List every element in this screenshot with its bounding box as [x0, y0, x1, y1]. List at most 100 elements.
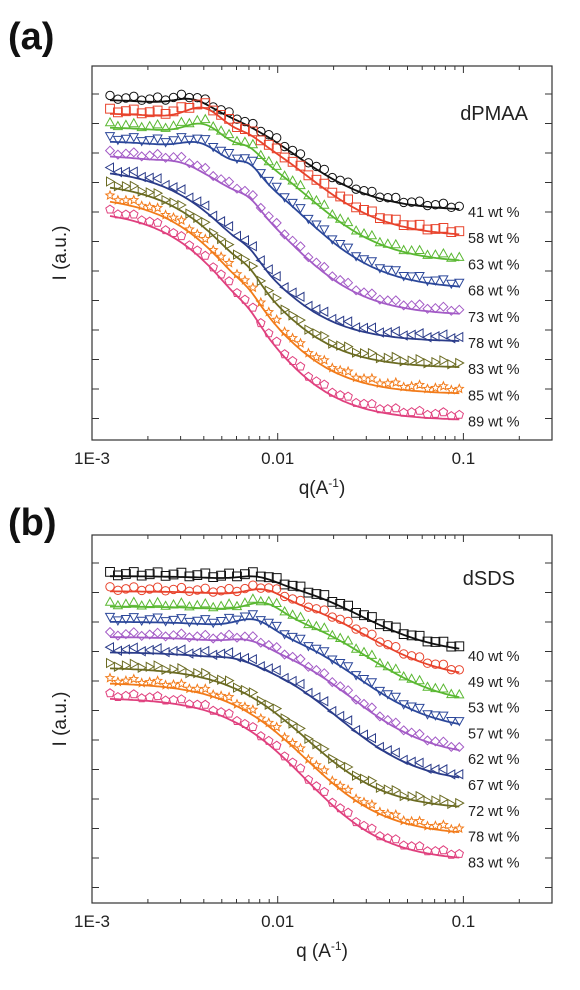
data-point [335, 390, 345, 400]
data-point [344, 761, 354, 773]
data-point [374, 294, 386, 305]
data-point [223, 149, 235, 159]
data-point [288, 310, 299, 321]
data-point [231, 183, 243, 194]
data-point [422, 200, 433, 211]
data-point [152, 118, 163, 129]
data-point [112, 599, 124, 610]
data-point [344, 341, 354, 352]
plot-frame [91, 65, 553, 441]
data-point [328, 753, 338, 765]
series-1 [105, 89, 464, 213]
data-point [223, 613, 235, 624]
data-point [255, 712, 267, 724]
data-point [303, 371, 314, 381]
data-point [121, 180, 132, 192]
data-point [454, 304, 465, 315]
data-point [447, 358, 457, 370]
data-point [104, 189, 116, 201]
data-point [295, 678, 305, 690]
data-point [191, 647, 202, 658]
data-point [264, 699, 275, 710]
data-point [334, 364, 346, 375]
data-point [311, 781, 322, 791]
data-point [223, 128, 235, 139]
data-point [255, 149, 267, 159]
data-point [152, 173, 162, 184]
data-point [398, 629, 409, 639]
data-point [191, 196, 202, 207]
series-9 [105, 204, 464, 421]
data-point [334, 632, 346, 642]
data-point [176, 567, 187, 578]
data-point [224, 114, 234, 124]
data-point [145, 187, 156, 198]
data-point [104, 145, 116, 156]
data-point [160, 95, 171, 105]
data-point [104, 132, 116, 142]
data-point [327, 655, 338, 665]
data-point [312, 738, 322, 750]
data-point [208, 705, 218, 715]
data-point [113, 180, 124, 192]
data-point [168, 630, 179, 641]
data-point [184, 600, 195, 611]
data-point [438, 301, 449, 312]
data-point [311, 174, 322, 185]
data-point [406, 300, 417, 311]
data-point [414, 630, 425, 641]
data-point [271, 740, 282, 750]
data-point [152, 217, 163, 227]
data-point [295, 241, 306, 252]
data-point [207, 143, 219, 153]
data-point [390, 663, 402, 673]
data-point [342, 316, 353, 327]
data-point [120, 615, 132, 625]
data-point [414, 299, 425, 310]
data-point [303, 618, 314, 629]
data-point [318, 306, 329, 317]
data-point [112, 135, 124, 146]
data-point [239, 185, 251, 196]
data-point [129, 91, 139, 102]
data-point [320, 743, 330, 755]
data-point [382, 714, 393, 726]
data-point [390, 214, 401, 225]
data-point [248, 118, 258, 129]
data-point [271, 182, 282, 193]
data-point [367, 629, 377, 639]
data-point [343, 616, 353, 627]
data-point [334, 315, 345, 327]
data-point [136, 677, 148, 688]
data-point [263, 595, 275, 606]
data-point [248, 687, 259, 698]
data-point [248, 302, 258, 312]
data-point [104, 596, 116, 606]
data-point [382, 808, 394, 819]
data-point [342, 784, 354, 795]
data-point [240, 124, 250, 134]
data-point [112, 149, 124, 160]
data-point [248, 567, 258, 577]
data-point [414, 728, 425, 740]
data-point [152, 613, 163, 623]
data-point [168, 106, 179, 117]
data-point [335, 681, 346, 692]
data-point [192, 160, 203, 171]
data-point [350, 694, 362, 705]
data-point [454, 665, 464, 675]
data-point [342, 365, 354, 377]
data-point [343, 177, 353, 187]
data-point [366, 372, 378, 384]
data-point [366, 229, 378, 240]
data-point [453, 822, 465, 834]
data-point [208, 105, 219, 116]
data-point [215, 648, 226, 659]
data-point [256, 317, 266, 328]
data-point [256, 731, 266, 741]
data-point [239, 652, 249, 664]
data-point [414, 815, 426, 826]
data-point [374, 657, 386, 668]
data-point [224, 276, 234, 286]
data-point [311, 620, 322, 631]
